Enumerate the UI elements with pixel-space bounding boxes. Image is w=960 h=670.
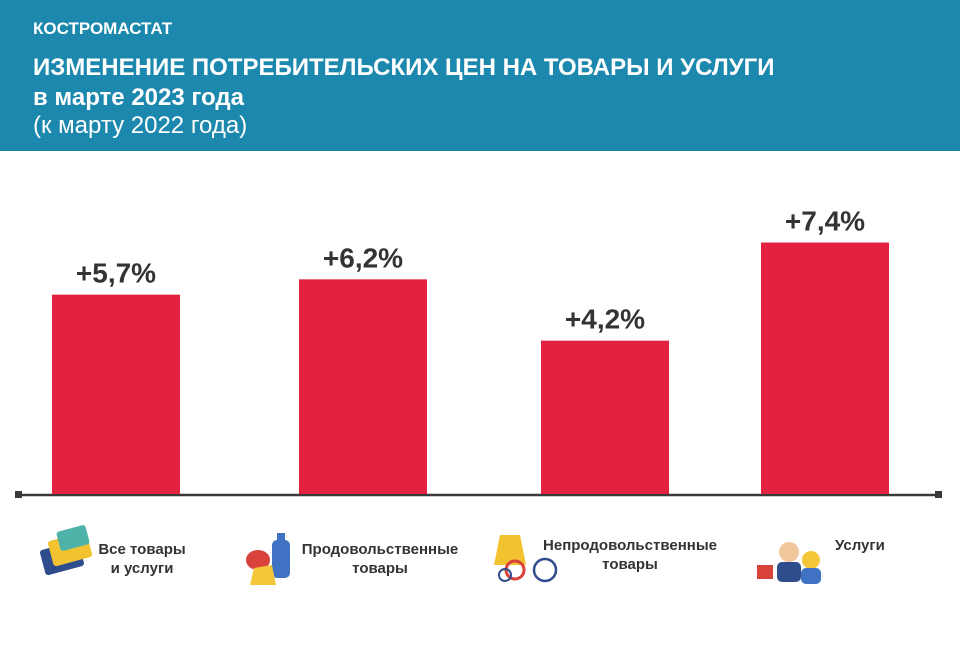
bar xyxy=(299,279,427,494)
chart-note: (к марту 2022 года) xyxy=(33,112,248,139)
bar xyxy=(761,242,889,494)
bar xyxy=(541,340,669,494)
icon-cards xyxy=(39,525,93,576)
axis-cap xyxy=(15,491,22,498)
icon-food xyxy=(246,533,290,585)
value-label: +5,7% xyxy=(76,258,156,289)
axis-cap xyxy=(935,491,942,498)
organization: КОСТРОМАСТАТ xyxy=(33,19,173,38)
value-label: +4,2% xyxy=(565,304,645,335)
value-label: +7,4% xyxy=(785,206,865,237)
category-label: Услуги xyxy=(835,537,885,554)
icon-goods xyxy=(494,535,558,583)
icon-services xyxy=(757,542,821,584)
category-label: Непродовольственные товары xyxy=(543,537,717,573)
category-label: Продовольственные товары xyxy=(301,541,459,577)
category-label: Все товары и услуги xyxy=(98,541,186,577)
value-label: +6,2% xyxy=(323,242,403,273)
chart-subtitle: в марте 2023 года xyxy=(33,84,244,111)
header: КОСТРОМАСТАТ ИЗМЕНЕНИЕ ПОТРЕБИТЕЛЬСКИХ Ц… xyxy=(0,0,960,151)
bar xyxy=(52,294,180,494)
chart-title: ИЗМЕНЕНИЕ ПОТРЕБИТЕЛЬСКИХ ЦЕН НА ТОВАРЫ … xyxy=(33,54,775,81)
